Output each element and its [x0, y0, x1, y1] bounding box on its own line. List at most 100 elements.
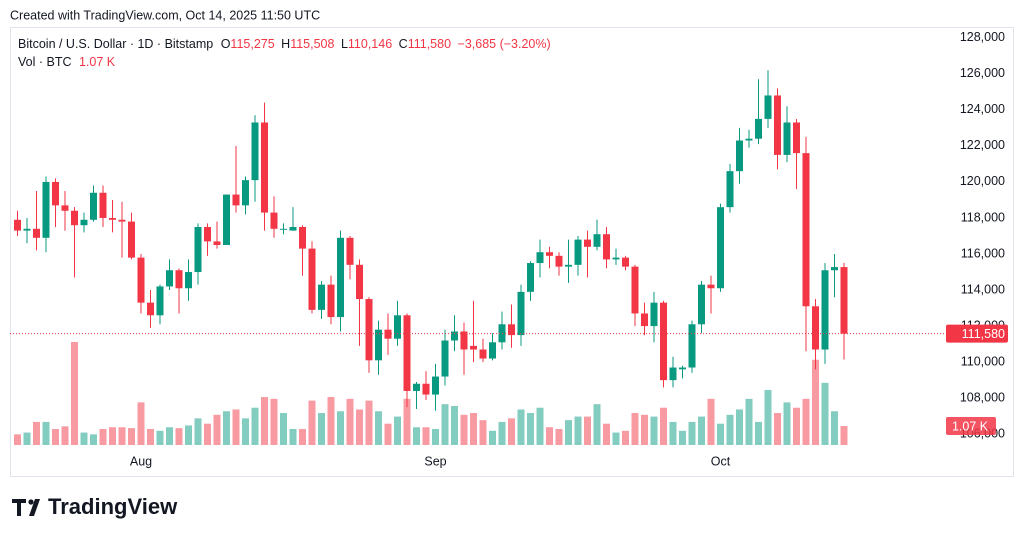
volume-bar — [384, 423, 392, 445]
candle-body — [641, 313, 648, 327]
candle-body — [812, 306, 819, 350]
candle-body — [660, 302, 667, 381]
candle-body — [717, 207, 724, 289]
volume-bar — [356, 409, 363, 445]
last-price-label: 111,580 — [962, 327, 1005, 341]
volume-bar — [80, 432, 88, 445]
candle-body — [536, 252, 544, 264]
volume-bar — [289, 429, 297, 445]
candle-body — [61, 205, 69, 211]
candle-body — [365, 299, 373, 361]
volume-bar — [128, 428, 135, 445]
l-value: 110,146 — [348, 37, 392, 51]
candle-body — [470, 345, 477, 350]
volume-bar — [242, 418, 249, 445]
volume-bar — [745, 398, 753, 445]
y-tick-label: 120,000 — [960, 174, 1005, 188]
candle-body — [42, 181, 50, 238]
volume-bar — [327, 397, 335, 445]
candle-body — [603, 234, 610, 260]
candle-body — [109, 217, 116, 220]
volume-bar — [280, 413, 287, 445]
logo: TradingView — [12, 494, 178, 519]
candle-body — [261, 122, 268, 213]
candle-body — [223, 194, 230, 246]
h-label: H — [281, 37, 290, 51]
legend-row: Bitcoin / U.S. Dollar · 1D · Bitstamp O1… — [18, 37, 551, 51]
volume-bar — [137, 402, 145, 445]
volume-bar — [413, 427, 420, 445]
candle-body — [413, 383, 420, 391]
candle-body — [33, 228, 40, 238]
volume-bar — [641, 414, 648, 445]
o-value: 115,275 — [230, 37, 274, 51]
candle-body — [774, 95, 781, 155]
candle-body — [422, 383, 430, 395]
volume-bar — [175, 428, 183, 445]
volume-bar — [118, 427, 126, 445]
volume-bar — [603, 423, 610, 445]
candle-body — [90, 192, 97, 220]
x-tick-label: Oct — [711, 454, 731, 468]
candle-body — [593, 234, 601, 247]
plot: 106,000108,000110,000112,000114,000116,0… — [10, 30, 1008, 468]
candle-body — [289, 226, 297, 231]
candle-body — [460, 331, 468, 350]
volume-bar — [23, 432, 31, 445]
volume-bar — [688, 421, 696, 445]
candle-body — [375, 329, 382, 361]
candle-body — [802, 153, 810, 307]
volume-bar — [565, 420, 572, 445]
candle-body — [726, 171, 734, 208]
volume-bar — [441, 404, 449, 445]
y-tick-label: 116,000 — [961, 246, 1005, 260]
candle-body — [242, 180, 249, 206]
volume-bar — [764, 389, 772, 445]
volume-bar — [812, 359, 819, 445]
candle-body — [679, 367, 686, 370]
volume-bar — [831, 411, 838, 445]
c-value: 111,580 — [408, 37, 451, 51]
volume-bar — [109, 427, 116, 445]
volume-bar — [755, 421, 762, 445]
y-tick-label: 124,000 — [960, 102, 1005, 116]
candle-body — [52, 181, 59, 206]
candle-body — [232, 194, 240, 206]
volume-bar — [736, 409, 743, 445]
volume-bar — [717, 423, 724, 445]
candle-body — [793, 122, 800, 154]
h-value: 115,508 — [290, 37, 334, 51]
volume-bar — [422, 427, 430, 445]
volume-bar — [346, 398, 354, 445]
y-tick-label: 128,000 — [960, 30, 1005, 44]
l-label: L — [341, 37, 348, 51]
candle-body — [327, 284, 335, 318]
candle-body — [783, 122, 791, 155]
candle-body — [631, 266, 639, 314]
candle-body — [622, 257, 629, 267]
candle-body — [755, 118, 762, 139]
volume-bar — [223, 411, 230, 445]
candle-body — [527, 263, 534, 292]
volume-bar — [432, 429, 439, 445]
volume-bar — [394, 416, 401, 445]
volume-bar — [318, 413, 325, 445]
candle-body — [99, 192, 107, 218]
volume-bar — [707, 398, 715, 445]
candle-body — [213, 241, 221, 246]
volume-bar — [270, 398, 278, 445]
volume-bar — [793, 407, 800, 445]
volume-bar — [61, 426, 69, 445]
candle-body — [356, 264, 363, 300]
candle-body — [745, 138, 753, 141]
volume-bar — [498, 421, 506, 445]
volume-bar — [42, 421, 50, 445]
candle-body — [688, 324, 696, 368]
volume-bar — [650, 416, 658, 445]
volume-bar — [726, 414, 734, 445]
volume-bar — [840, 425, 848, 445]
volume-bar — [90, 434, 97, 445]
volume-bar — [99, 429, 107, 445]
c-label: C — [399, 37, 408, 51]
